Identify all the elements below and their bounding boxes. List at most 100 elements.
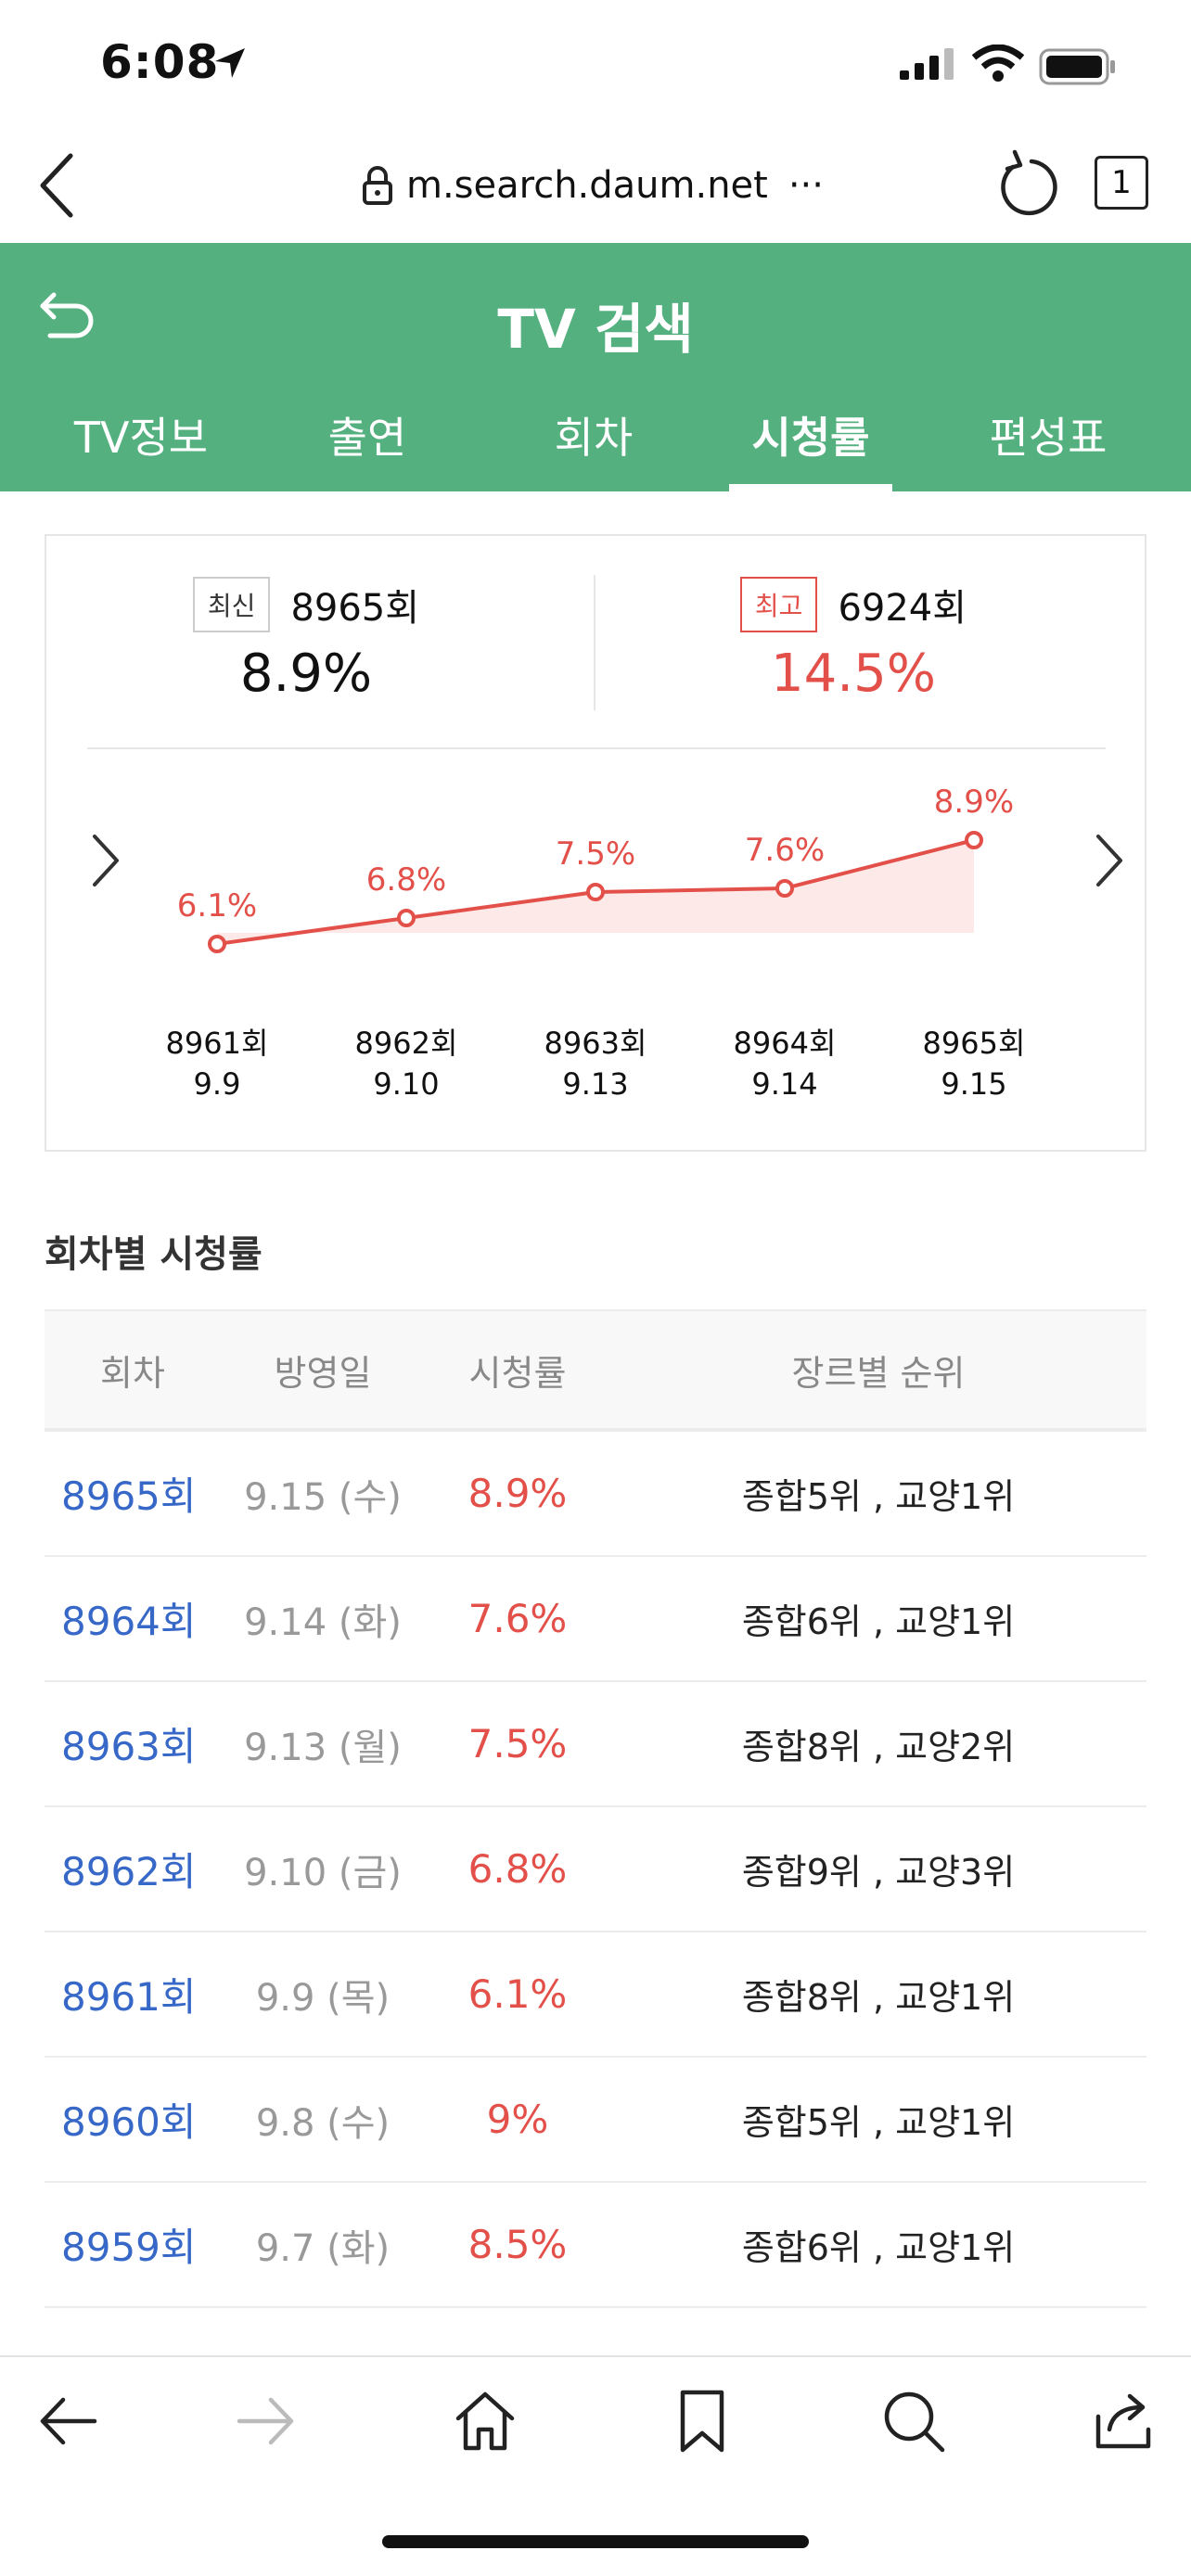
- home-indicator: [382, 2535, 809, 2548]
- tab-ratings[interactable]: 시청률: [729, 391, 892, 491]
- table-row: 8961회 9.9 (목) 6.1% 종합8위 , 교양1위: [45, 1932, 1146, 2058]
- rating-value: 7.5%: [467, 1721, 568, 1766]
- chart-data-point[interactable]: [775, 879, 794, 898]
- chart-prev-icon[interactable]: [93, 835, 119, 886]
- share-icon[interactable]: [1091, 2389, 1156, 2454]
- tab-tv-info[interactable]: TV정보: [73, 413, 209, 463]
- return-arrow-icon[interactable]: [37, 287, 96, 339]
- genre-rank: 종합9위 , 교양3위: [741, 1852, 1016, 1893]
- chart-data-label: 8.9%: [934, 784, 1014, 821]
- air-date: 9.7 (화): [255, 2226, 391, 2270]
- chart-x-label-episode: 8961회: [166, 1026, 269, 1061]
- header-genre-rank: 장르별 순위: [791, 1352, 966, 1394]
- genre-rank: 종합6위 , 교양1위: [741, 2227, 1016, 2268]
- chart-x-label-date: 9.14: [751, 1066, 817, 1102]
- air-date: 9.9 (목): [255, 1976, 391, 2020]
- tab-count-button[interactable]: 1: [1095, 156, 1148, 210]
- episode-link[interactable]: 8961회: [61, 1974, 197, 2020]
- ratings-table: 회차 방영일 시청률 장르별 순위 8965회 9.15 (수) 8.9% 종합…: [45, 1309, 1146, 2308]
- genre-rank: 종합6위 , 교양1위: [741, 1601, 1016, 1642]
- genre-rank: 종합5위 , 교양1위: [741, 1476, 1016, 1517]
- table-row: 8964회 9.14 (화) 7.6% 종합6위 , 교양1위: [45, 1557, 1146, 1682]
- url-text: m.search.daum.net: [406, 164, 768, 207]
- rating-value: 8.9%: [467, 1471, 568, 1516]
- chart-data-point[interactable]: [208, 935, 226, 953]
- chart-data-label: 7.6%: [745, 832, 825, 869]
- ratings-chart: 6.1% 8961회 9.9 6.8% 8962회 9.10 7.5% 8963회 9.13 7.…: [93, 784, 1122, 1102]
- table-row: 8963회 9.13 (월) 7.5% 종합8위 , 교양2위: [45, 1682, 1146, 1807]
- episode-link[interactable]: 8962회: [61, 1849, 197, 1894]
- table-row: 8962회 9.10 (금) 6.8% 종합9위 , 교양3위: [45, 1807, 1146, 1932]
- status-time: 6:08: [100, 35, 220, 89]
- bookmark-icon[interactable]: [670, 2389, 735, 2454]
- air-date: 9.10 (금): [244, 1851, 402, 1894]
- chart-x-label-date: 9.13: [562, 1066, 628, 1102]
- genre-rank: 종합8위 , 교양2위: [741, 1727, 1016, 1767]
- latest-rating: 8.9%: [239, 644, 373, 704]
- back-arrow-icon[interactable]: [35, 2389, 100, 2454]
- lock-icon: [363, 166, 392, 205]
- episode-link[interactable]: 8960회: [61, 2099, 197, 2145]
- chart-x-label-date: 9.10: [373, 1066, 439, 1102]
- rating-value: 8.5%: [467, 2222, 568, 2267]
- tab-schedule[interactable]: 편성표: [989, 413, 1108, 463]
- episode-link[interactable]: 8959회: [61, 2225, 197, 2270]
- chart-data-label: 6.1%: [177, 887, 257, 925]
- forward-arrow-icon[interactable]: [234, 2389, 299, 2454]
- tv-search-header: TV 검색 TV정보 출연 회차 시청률 편성표: [0, 243, 1191, 491]
- air-date: 9.13 (월): [244, 1726, 402, 1769]
- table-header: 회차 방영일 시청률 장르별 순위: [45, 1309, 1146, 1432]
- table-row: 8959회 9.7 (화) 8.5% 종합6위 , 교양1위: [45, 2183, 1146, 2308]
- chart-data-point[interactable]: [965, 831, 983, 849]
- url-field[interactable]: m.search.daum.net ···: [362, 158, 824, 213]
- episode-link[interactable]: 8963회: [61, 1724, 197, 1769]
- wifi-icon: [972, 45, 1024, 82]
- location-arrow-icon: [215, 48, 245, 78]
- chart-x-label-episode: 8964회: [734, 1026, 837, 1061]
- header-air-date: 방영일: [274, 1352, 372, 1394]
- summary-divider: [594, 575, 596, 710]
- tab-cast[interactable]: 출연: [327, 413, 407, 463]
- episode-link[interactable]: 8965회: [61, 1473, 197, 1519]
- browser-address-bar: m.search.daum.net ··· 1: [0, 130, 1191, 243]
- table-row: 8960회 9.8 (수) 9% 종합5위 , 교양1위: [45, 2058, 1146, 2183]
- best-rating: 14.5%: [771, 644, 936, 704]
- chart-x-label-episode: 8962회: [355, 1026, 458, 1061]
- browser-back-icon[interactable]: [35, 150, 78, 221]
- best-episode: 6924회: [838, 587, 967, 630]
- chart-data-point[interactable]: [397, 909, 416, 927]
- episode-link[interactable]: 8964회: [61, 1599, 197, 1644]
- cellular-signal-icon: [900, 48, 954, 80]
- genre-rank: 종합8위 , 교양1위: [741, 1977, 1016, 2018]
- page-title: TV 검색: [497, 298, 694, 361]
- latest-badge: 최신: [192, 577, 271, 632]
- best-rating-summary: 최고 6924회 14.5%: [594, 577, 1113, 704]
- best-badge: 최고: [739, 577, 818, 632]
- table-row: 8965회 9.15 (수) 8.9% 종합5위 , 교양1위: [45, 1432, 1146, 1557]
- rating-value: 7.6%: [467, 1596, 568, 1641]
- battery-icon: [1039, 48, 1115, 85]
- chart-data-label: 7.5%: [556, 835, 635, 873]
- latest-rating-summary: 최신 8965회 8.9%: [46, 577, 566, 704]
- home-icon[interactable]: [453, 2389, 518, 2454]
- search-icon[interactable]: [881, 2389, 946, 2454]
- chart-next-icon[interactable]: [1096, 835, 1122, 886]
- chart-x-label-date: 9.9: [194, 1066, 241, 1102]
- genre-rank: 종합5위 , 교양1위: [741, 2102, 1016, 2143]
- air-date: 9.15 (수): [244, 1475, 402, 1519]
- url-more-icon[interactable]: ···: [788, 164, 824, 207]
- chart-data-point[interactable]: [586, 883, 605, 901]
- rating-value: 6.1%: [467, 1971, 568, 2017]
- reload-icon[interactable]: [992, 148, 1059, 223]
- chart-data-label: 6.8%: [366, 861, 446, 899]
- air-date: 9.14 (화): [244, 1600, 402, 1644]
- tab-episodes[interactable]: 회차: [554, 413, 634, 463]
- card-divider: [87, 747, 1106, 749]
- rating-value: 6.8%: [467, 1846, 568, 1892]
- episode-ratings-title: 회차별 시청률: [45, 1233, 263, 1276]
- tab-bar: TV정보 출연 회차 시청률 편성표: [0, 391, 1191, 491]
- status-bar: 6:08: [0, 0, 1191, 130]
- air-date: 9.8 (수): [255, 2101, 391, 2145]
- chart-x-label-episode: 8965회: [923, 1026, 1026, 1061]
- header-rating: 시청률: [468, 1352, 567, 1394]
